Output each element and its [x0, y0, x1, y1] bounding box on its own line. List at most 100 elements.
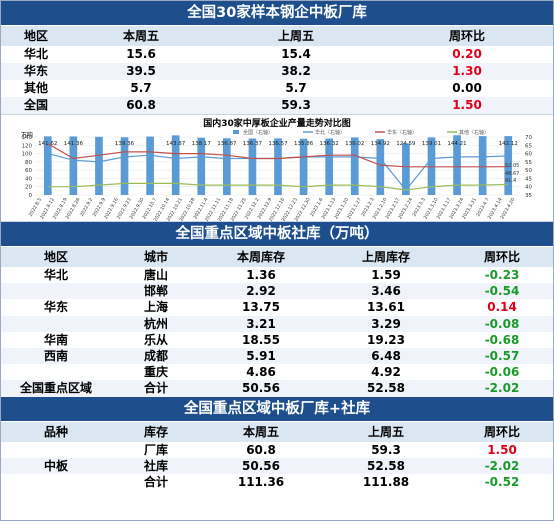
bar: [478, 136, 487, 195]
factory-stock-header: 地区 本周五 上周五 周环比: [1, 26, 553, 46]
right-tick-label: 40: [525, 185, 532, 191]
header-change: 周环比: [448, 29, 485, 43]
region-cell: 全国: [23, 98, 48, 112]
change-cell: -0.57: [484, 348, 520, 363]
bar: [350, 137, 359, 195]
last-week-cell: 6.48: [371, 348, 401, 363]
social-stock-title: 全国重点区域中板社库（万吨）: [1, 222, 553, 247]
bar: [325, 138, 333, 195]
region-cell: [1, 316, 111, 332]
legend-swatch: [233, 130, 239, 134]
this-week-cell: 60.8: [126, 98, 156, 112]
header-region: 地区: [23, 29, 48, 43]
right-tick-label: 45: [525, 176, 532, 182]
stock-cell: 厂库: [143, 442, 168, 457]
change-cell: -2.02: [484, 381, 520, 396]
city-cell: 合计: [143, 381, 168, 396]
bar-label: 136.32: [320, 141, 339, 147]
table-row: 厂库 60.8 59.3 1.50: [1, 442, 553, 458]
variety-cell: 中板: [43, 458, 68, 473]
this-week-cell: 1.36: [246, 268, 276, 282]
header-variety: 品种: [43, 424, 68, 439]
this-week-cell: 13.75: [242, 300, 280, 315]
bar-label: 139.01: [422, 141, 441, 147]
bar-label: 143.87: [166, 141, 186, 147]
left-tick-label: 100: [22, 152, 33, 158]
this-week-cell: 50.56: [242, 381, 280, 396]
legend-label: 华北（右轴）: [315, 129, 345, 136]
right-tick-label: 60: [525, 152, 532, 158]
city-cell: 乐从: [143, 332, 168, 347]
bar-label: 138.17: [192, 141, 212, 147]
change-cell: -0.08: [484, 316, 520, 331]
right-tick-label: 65: [525, 143, 532, 149]
table-row: 重庆 4.86 4.92 -0.06: [1, 364, 553, 380]
header-this-week-stock: 本周库存: [236, 250, 285, 264]
header-last-week: 上周五: [277, 29, 314, 43]
factory-stock-body: 华北 15.6 15.4 0.20 华东 39.5 38.2 1.30 其他 5.7 5.7 0.00…: [1, 46, 553, 114]
factory-stock-title: 全国30家样本钢企中板厂库: [1, 1, 553, 26]
bar: [197, 137, 206, 195]
table-row: 社库 50.56 52.58 -2.02: [1, 457, 553, 474]
this-week-cell: 50.56: [242, 458, 280, 473]
this-week-cell: 15.6: [126, 47, 156, 61]
this-week-cell: 18.55: [242, 332, 280, 347]
change-cell: 1.30: [452, 64, 482, 78]
line-end-label: 48.67: [505, 171, 519, 177]
line-end-label: 52.05: [505, 163, 519, 169]
bar: [223, 138, 231, 195]
legend-label: 其他（右轴）: [459, 129, 489, 136]
this-week-cell: 60.8: [246, 442, 276, 457]
left-tick-label: 140: [22, 135, 33, 141]
combined-stock-body: 中板 厂库 60.8 59.3 1.50 社库 50.56 52.58 -2.02 合计 111.…: [1, 442, 553, 491]
table-row: 合计 111.36 111.88 -0.52: [1, 474, 553, 490]
table-row: 西南 成都 5.91 6.48 -0.57: [1, 347, 553, 365]
chart-legend: 全国（右轴） 华北（右轴） 华东（右轴） 其他（右轴）: [233, 129, 489, 136]
series-line: [47, 143, 509, 168]
change-cell: -0.52: [484, 474, 520, 489]
this-week-cell: 2.92: [246, 284, 276, 299]
last-week-cell: 59.3: [371, 442, 401, 457]
table-row: 华北 唐山 1.36 1.59 -0.23: [1, 267, 553, 283]
social-stock-header: 地区 城市 本周库存 上周库存 周环比: [1, 247, 553, 267]
production-chart-svg: 国内30家中厚板企业产量走势对比图 万吨 全国（右轴） 华北（右轴） 华东（右轴） 其…: [21, 117, 533, 223]
header-this-week: 本周五: [122, 29, 159, 43]
change-cell: 0.20: [452, 47, 482, 61]
city-cell: 成都: [143, 348, 168, 363]
bar: [171, 135, 180, 195]
city-cell: 杭州: [143, 316, 168, 331]
this-week-cell: 5.91: [246, 348, 276, 363]
table-row: 华南 乐从 18.55 19.23 -0.68: [1, 332, 553, 348]
left-tick-label: 80: [25, 160, 32, 166]
bar-label: 134.92: [371, 141, 390, 147]
change-cell: -0.68: [484, 332, 520, 347]
region-cell: [1, 283, 111, 299]
city-cell: 唐山: [143, 268, 168, 282]
stock-cell: 合计: [143, 474, 168, 489]
bar-label: 135.86: [294, 141, 314, 147]
left-tick-label: 60: [25, 168, 32, 174]
last-week-cell: 15.4: [281, 47, 311, 61]
change-cell: -0.06: [484, 365, 520, 380]
header-region: 地区: [43, 250, 68, 264]
left-tick-label: 0: [29, 193, 33, 199]
header-last-week: 上周五: [367, 424, 404, 439]
left-tick-label: 20: [25, 185, 32, 191]
bar: [376, 139, 385, 195]
bar: [402, 143, 410, 195]
bar: [504, 136, 513, 195]
chart-left-unit: 万吨: [21, 131, 33, 139]
region-cell: [1, 364, 111, 380]
left-tick-label: 40: [25, 176, 32, 182]
legend-label: 华东（右轴）: [387, 129, 417, 136]
this-week-cell: 111.36: [237, 474, 285, 489]
header-change: 周环比: [483, 250, 520, 264]
city-cell: 重庆: [143, 365, 168, 380]
last-week-cell: 13.61: [367, 300, 405, 315]
last-week-cell: 52.58: [367, 458, 405, 473]
header-stock: 库存: [143, 424, 168, 439]
region-cell: 其他: [23, 81, 48, 95]
change-cell: -0.54: [484, 284, 520, 299]
chart-title: 国内30家中厚板企业产量走势对比图: [203, 117, 351, 129]
